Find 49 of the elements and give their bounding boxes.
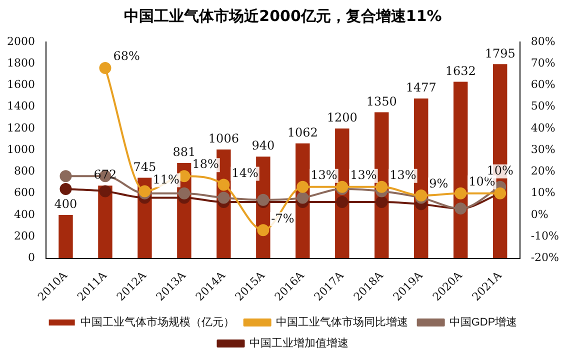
data-label: 68%	[113, 49, 140, 64]
y2-tick-label: 40%	[530, 121, 556, 134]
y-tick-label: 800	[14, 164, 35, 178]
y2-tick-label: 50%	[530, 100, 556, 113]
data-label: 1632	[445, 64, 476, 78]
y-tick-label: 0	[28, 251, 35, 264]
legend-label: 中国工业气体市场同比增速	[276, 316, 408, 329]
data-label: 1062	[287, 126, 318, 140]
data-label: 18%	[192, 157, 219, 172]
data-label: 1350	[366, 94, 397, 108]
data-label: 1477	[406, 80, 436, 95]
data-label: 1200	[326, 110, 358, 125]
legend-label: 中国工业增加值增速	[249, 336, 348, 350]
legend-label: 中国工业气体市场规模（亿元）	[80, 316, 234, 329]
y2-tick-label: 10%	[530, 186, 556, 200]
y2-tick-label: -20%	[530, 251, 560, 264]
y-tick-label: 2000	[6, 34, 35, 48]
data-label: 13%	[390, 168, 416, 182]
y-tick-label: 200	[14, 229, 35, 242]
data-label: 10%	[468, 174, 496, 189]
data-label: 11%	[152, 172, 180, 186]
y2-tick-label: -10%	[530, 229, 560, 242]
y-tick-label: 1200	[6, 121, 35, 134]
data-label: 745	[133, 160, 156, 174]
y2-tick-label: 30%	[530, 142, 556, 156]
y-tick-label: 1800	[6, 56, 35, 70]
data-label: 940	[252, 138, 275, 153]
y-tick-label: 600	[14, 186, 35, 200]
data-label: 400	[54, 197, 78, 212]
data-label: 881	[172, 145, 196, 160]
data-label: 10%	[486, 164, 514, 178]
data-label: 13%	[350, 168, 377, 182]
data-label: 13%	[310, 168, 338, 182]
chart-title: 中国工业气体市场近2000亿元，复合增速11%	[123, 6, 443, 27]
data-label: 9%	[429, 176, 448, 191]
data-label: -7%	[271, 211, 294, 226]
y-tick-label: 400	[14, 208, 35, 221]
y-tick-label: 1600	[6, 78, 35, 92]
y-tick-label: 1000	[6, 142, 35, 156]
y2-tick-label: 70%	[530, 56, 556, 70]
y-tick-label: 1400	[6, 100, 35, 113]
legend-label: 中国GDP增速	[449, 316, 518, 329]
y2-tick-label: 80%	[530, 34, 556, 48]
data-label: 1795	[484, 46, 516, 60]
y2-tick-label: 0%	[530, 208, 548, 221]
data-label: 1006	[208, 132, 239, 146]
data-label: 14%	[232, 166, 258, 180]
y2-tick-label: 20%	[530, 164, 556, 178]
y2-tick-label: 60%	[530, 78, 556, 92]
